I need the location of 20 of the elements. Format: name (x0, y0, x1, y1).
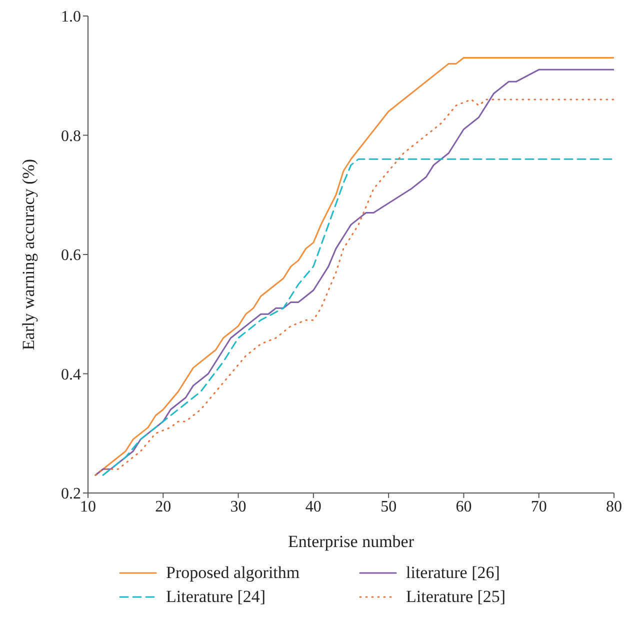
legend-label: literature [26] (406, 563, 500, 583)
x-tick-label: 70 (530, 498, 547, 516)
x-tick-label: 60 (456, 498, 472, 516)
y-tick-label: 0.2 (61, 486, 81, 503)
legend-label: Proposed algorithm (166, 563, 300, 583)
x-tick-label: 40 (305, 498, 322, 516)
legend-label: Literature [25] (406, 587, 506, 607)
x-tick-label: 20 (155, 498, 172, 516)
line-series (102, 158, 614, 476)
legend-label: Literature [24] (166, 587, 266, 607)
y-tick-label: 1.0 (61, 8, 81, 26)
x-tick-label: 80 (606, 498, 622, 516)
x-tick-label: 50 (380, 498, 397, 516)
y-tick-label: 0.8 (61, 128, 81, 145)
x-tick-label: 30 (230, 498, 246, 516)
y-tick-label: 0.6 (61, 247, 81, 264)
y-axis-title: Early warning accuracy (%) (19, 158, 38, 350)
x-axis-title: Enterprise number (288, 532, 414, 551)
x-tick-label: 10 (80, 498, 96, 516)
y-tick-label: 0.4 (61, 366, 81, 384)
